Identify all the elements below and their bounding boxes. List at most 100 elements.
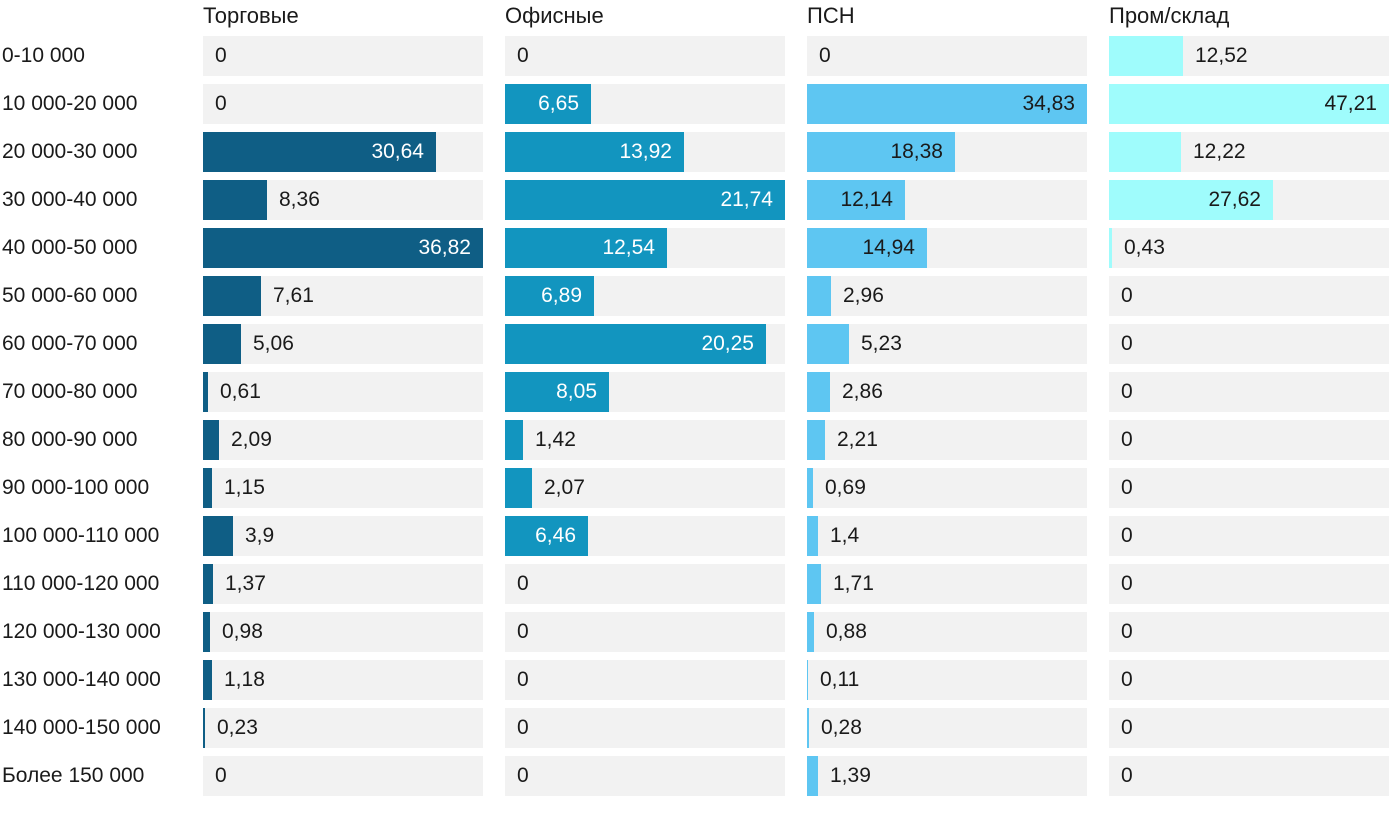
bar <box>505 276 594 316</box>
bar-track: 0 <box>505 36 785 76</box>
bar-track: 8,36 <box>203 180 483 220</box>
category-label: Более 150 000 <box>2 764 145 787</box>
bar-value-label: 1,71 <box>833 572 874 595</box>
bar-value-label: 0 <box>1121 428 1133 451</box>
category-label: 80 000-90 000 <box>2 428 138 451</box>
bar-value-label: 1,42 <box>535 428 576 451</box>
bar-value-label: 0 <box>517 620 529 643</box>
bar-track: 0 <box>505 564 785 604</box>
bar-value-label: 0,43 <box>1124 236 1165 259</box>
bar-track: 18,38 <box>807 132 1087 172</box>
bar-value-label: 0 <box>517 764 529 787</box>
category-label: 0-10 000 <box>2 44 85 67</box>
bar-value-label: 2,07 <box>544 476 585 499</box>
bar <box>203 660 212 700</box>
category-label: 120 000-130 000 <box>2 620 161 643</box>
bar-track: 0 <box>807 36 1087 76</box>
bar-track: 0 <box>505 708 785 748</box>
category-label: 90 000-100 000 <box>2 476 150 499</box>
bar-track: 0 <box>505 612 785 652</box>
bar-value-label: 21,74 <box>720 188 773 211</box>
category-label: 10 000-20 000 <box>2 92 138 115</box>
bar <box>505 132 684 172</box>
bar-value-label: 12,52 <box>1195 44 1248 67</box>
bar <box>807 324 849 364</box>
bar-value-label: 1,4 <box>830 524 860 547</box>
bar-track: 0,11 <box>807 660 1087 700</box>
bar-value-label: 12,22 <box>1193 140 1246 163</box>
bar-track: 2,07 <box>505 468 785 508</box>
bar-value-label: 6,65 <box>538 92 579 115</box>
bar <box>203 276 261 316</box>
bar <box>203 372 208 412</box>
bar <box>505 420 523 460</box>
bar-value-label: 0 <box>517 572 529 595</box>
category-label: 50 000-60 000 <box>2 284 138 307</box>
bar <box>1109 228 1112 268</box>
bar-track: 13,92 <box>505 132 785 172</box>
bar-value-label: 6,46 <box>535 524 576 547</box>
bar-track: 3,9 <box>203 516 483 556</box>
category-label: 130 000-140 000 <box>2 668 161 691</box>
bar-value-label: 6,89 <box>541 284 582 307</box>
series-header: Пром/склад <box>1109 3 1230 28</box>
bar <box>807 612 814 652</box>
bar-value-label: 0 <box>1121 716 1133 739</box>
bar-value-label: 0,98 <box>222 620 263 643</box>
bar-value-label: 0 <box>1121 380 1133 403</box>
bar <box>203 564 213 604</box>
bar-track: 12,54 <box>505 228 785 268</box>
bar-track: 8,05 <box>505 372 785 412</box>
bar <box>203 180 267 220</box>
bar-track: 0,61 <box>203 372 483 412</box>
bar-track: 6,89 <box>505 276 785 316</box>
bar-track: 14,94 <box>807 228 1087 268</box>
bar-value-label: 12,14 <box>840 188 893 211</box>
bar-track: 2,21 <box>807 420 1087 460</box>
bar-value-label: 18,38 <box>890 140 943 163</box>
bar <box>203 468 212 508</box>
bar-value-label: 20,25 <box>701 332 754 355</box>
bar-value-label: 0,88 <box>826 620 867 643</box>
bar-track: 0,23 <box>203 708 483 748</box>
bar-value-label: 2,96 <box>843 284 884 307</box>
bar-track: 0 <box>1109 660 1389 700</box>
category-label: 30 000-40 000 <box>2 188 138 211</box>
bar-value-label: 7,61 <box>273 284 314 307</box>
bar <box>1109 132 1181 172</box>
bar-track: 5,06 <box>203 324 483 364</box>
bar-track: 0 <box>203 36 483 76</box>
bar <box>203 324 241 364</box>
series-header: ПСН <box>807 3 855 28</box>
bar-track: 21,74 <box>505 180 785 220</box>
bar-track: 34,83 <box>807 84 1087 124</box>
bar <box>807 420 825 460</box>
bar-track: 0 <box>203 84 483 124</box>
bar-track: 0 <box>1109 612 1389 652</box>
bar-value-label: 36,82 <box>418 236 471 259</box>
bar-track: 12,52 <box>1109 36 1389 76</box>
bar-value-label: 47,21 <box>1324 92 1377 115</box>
bar-value-label: 3,9 <box>245 524 275 547</box>
bar-track: 0 <box>505 660 785 700</box>
bar <box>807 372 830 412</box>
bar <box>807 84 1087 124</box>
bar-value-label: 0,69 <box>825 476 866 499</box>
series-header: Торговые <box>203 3 299 28</box>
bar-track: 0 <box>1109 324 1389 364</box>
bar-value-label: 0 <box>215 764 227 787</box>
bar-track: 1,42 <box>505 420 785 460</box>
bar-track: 5,23 <box>807 324 1087 364</box>
bar-track: 2,09 <box>203 420 483 460</box>
bar-value-label: 0,61 <box>220 380 261 403</box>
category-label: 60 000-70 000 <box>2 332 138 355</box>
bar-track: 0,98 <box>203 612 483 652</box>
bar <box>203 228 483 268</box>
bar <box>203 708 205 748</box>
bar-value-label: 8,05 <box>556 380 597 403</box>
bar <box>203 420 219 460</box>
bar-track: 0 <box>1109 468 1389 508</box>
bar-track: 0 <box>1109 420 1389 460</box>
bar-track: 1,4 <box>807 516 1087 556</box>
